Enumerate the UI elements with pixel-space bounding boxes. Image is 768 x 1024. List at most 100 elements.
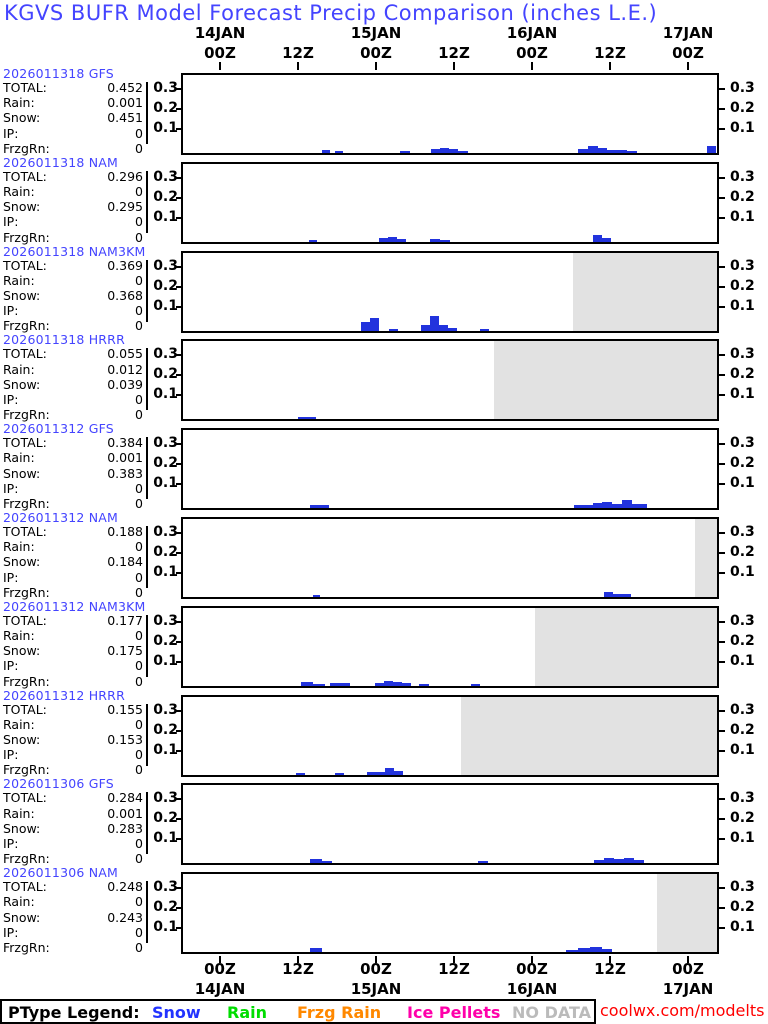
y-axis-tick-left bbox=[176, 927, 182, 930]
no-data-region bbox=[695, 519, 717, 597]
precip-bar bbox=[394, 770, 403, 775]
precip-bar bbox=[335, 772, 344, 775]
legend-item-rain: Rain bbox=[227, 1003, 267, 1022]
panel-stat-value: 0 bbox=[135, 272, 143, 288]
panel-stat-row: IP: 0 bbox=[3, 303, 143, 318]
bottom-axis-tick bbox=[219, 956, 221, 963]
y-axis-label-left: 0.1 bbox=[153, 652, 178, 669]
panel-stat-row: Rain: 0 bbox=[3, 628, 143, 643]
y-axis-label-right: 0.3 bbox=[730, 790, 755, 807]
y-axis-label-right: 0.1 bbox=[730, 120, 755, 136]
precip-bar bbox=[301, 681, 313, 686]
y-axis-tick-right bbox=[719, 532, 725, 534]
panel-stat-value: 0 bbox=[135, 894, 143, 910]
precip-bar bbox=[307, 417, 316, 420]
no-data-region bbox=[535, 607, 717, 686]
precip-bar bbox=[322, 861, 332, 864]
precip-bar bbox=[604, 858, 614, 864]
y-axis-label-right: 0.2 bbox=[730, 544, 755, 560]
panel-stat-divider bbox=[146, 348, 148, 411]
panel-stat-key: Rain: bbox=[3, 450, 35, 466]
y-axis-tick-left bbox=[176, 532, 182, 534]
y-axis-label-right: 0.3 bbox=[730, 257, 755, 274]
y-axis-label-right: 0.3 bbox=[730, 435, 755, 452]
panel-stat-key: FrzgRn: bbox=[3, 762, 50, 778]
top-axis-day-label: 15JAN bbox=[350, 24, 402, 42]
panel-stat-value: 0.452 bbox=[107, 80, 143, 95]
panel-stat-key: Rain: bbox=[3, 95, 35, 111]
legend-title: PType Legend: bbox=[8, 1003, 140, 1022]
y-axis-tick-right bbox=[719, 552, 725, 554]
watermark-link[interactable]: coolwx.com/modelts bbox=[600, 1001, 765, 1020]
precip-bar bbox=[431, 149, 440, 153]
y-axis-tick-right bbox=[719, 798, 725, 801]
y-axis-label-left: 0.3 bbox=[153, 346, 178, 363]
panel-run-model-label: 2026011312 HRRR bbox=[3, 687, 125, 703]
panel-stat-value: 0.184 bbox=[107, 554, 143, 570]
y-axis-tick-left bbox=[176, 798, 182, 801]
panel-stat-row: Snow: 0.283 bbox=[3, 821, 143, 836]
precip-bar bbox=[376, 771, 385, 775]
panel-stat-key: IP: bbox=[3, 747, 19, 763]
panel-stat-value: 0 bbox=[135, 584, 143, 600]
y-axis-tick-right bbox=[719, 216, 725, 219]
y-axis-tick-left bbox=[176, 285, 182, 288]
model-panel: 2026011306 GFS TOTAL: 0.284 Rain: 0.001 Snow:… bbox=[0, 776, 768, 867]
panel-stat-key: IP: bbox=[3, 658, 19, 674]
panel-stat-key: Snow: bbox=[3, 110, 41, 126]
panel-run-model-label: 2026011306 NAM bbox=[3, 865, 118, 881]
panel-run-model-label: 2026011318 NAM bbox=[3, 154, 118, 170]
y-axis-label-right: 0.2 bbox=[730, 810, 755, 827]
panel-stat-row: Snow: 0.184 bbox=[3, 554, 143, 569]
precip-bar bbox=[430, 315, 439, 331]
y-axis-tick-right bbox=[719, 88, 725, 90]
precip-bar bbox=[296, 772, 305, 775]
panel-stat-value: 0 bbox=[135, 539, 143, 555]
y-axis-label-left: 0.3 bbox=[153, 790, 178, 807]
panel-stat-row: Rain: 0.001 bbox=[3, 95, 143, 110]
precip-bar bbox=[471, 683, 480, 686]
y-axis-tick-right bbox=[719, 749, 725, 752]
panel-stat-key: FrzgRn: bbox=[3, 851, 50, 867]
y-axis-tick-right bbox=[719, 927, 725, 930]
precip-bar bbox=[440, 148, 449, 153]
y-axis-tick-left bbox=[176, 265, 182, 268]
panel-stat-key: Rain: bbox=[3, 183, 35, 199]
precip-bar bbox=[613, 594, 631, 597]
y-axis-tick-right bbox=[719, 729, 725, 732]
y-axis-tick-left bbox=[176, 572, 182, 574]
panel-stat-key: Rain: bbox=[3, 805, 35, 821]
top-axis-tick bbox=[609, 62, 611, 70]
panel-stat-row: FrzgRn: 0 bbox=[3, 762, 143, 777]
panel-stat-value: 0 bbox=[135, 716, 143, 732]
y-axis-tick-left bbox=[176, 483, 182, 486]
panel-stat-value: 0.248 bbox=[107, 879, 143, 895]
y-axis-label-left: 0.3 bbox=[153, 524, 178, 540]
panel-stat-key: FrzgRn: bbox=[3, 584, 50, 600]
precip-bar bbox=[397, 238, 406, 242]
precip-bar bbox=[578, 948, 590, 953]
panel-stat-row: IP: 0 bbox=[3, 836, 143, 851]
precip-bar bbox=[367, 771, 376, 775]
panel-stat-row: IP: 0 bbox=[3, 126, 143, 141]
panel-stat-row: FrzgRn: 0 bbox=[3, 407, 143, 422]
panel-plot-area bbox=[181, 339, 719, 422]
model-panel: 2026011318 GFS TOTAL: 0.452 Rain: 0.001 Snow:… bbox=[0, 66, 768, 157]
panel-stat-key: Rain: bbox=[3, 272, 35, 288]
panel-stat-value: 0 bbox=[135, 673, 143, 689]
y-axis-label-left: 0.1 bbox=[153, 297, 178, 314]
y-axis-label-right: 0.1 bbox=[730, 652, 755, 669]
top-axis-hour-label: 12Z bbox=[438, 44, 470, 62]
panel-stat-key: IP: bbox=[3, 835, 19, 851]
panel-stat-row: TOTAL: 0.248 bbox=[3, 879, 143, 894]
precip-bar bbox=[388, 236, 397, 242]
panel-stat-row: Rain: 0 bbox=[3, 273, 143, 288]
y-axis-tick-right bbox=[719, 483, 725, 486]
precip-bar bbox=[480, 328, 489, 331]
panel-stat-key: Snow: bbox=[3, 376, 41, 392]
y-axis-tick-left bbox=[176, 552, 182, 554]
panel-stat-divider bbox=[146, 170, 148, 233]
precip-bar bbox=[602, 502, 612, 509]
precip-bar bbox=[593, 503, 602, 509]
y-axis-tick-left bbox=[176, 108, 182, 110]
